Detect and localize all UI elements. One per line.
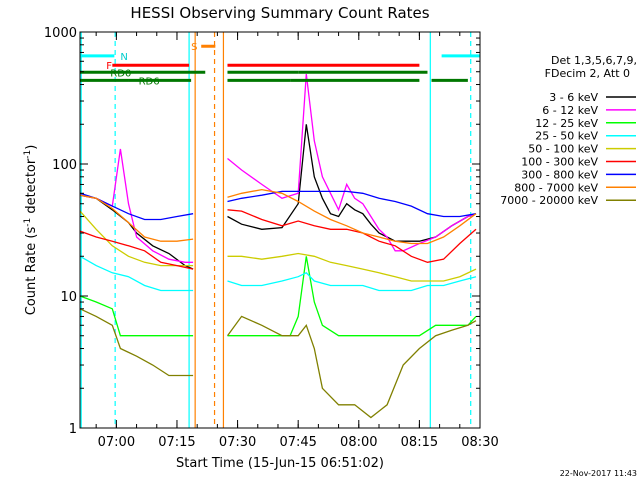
timestamp: 22-Nov-2017 11:43 [560,469,637,478]
x-tick-label-1: 07:15 [158,435,195,450]
series-line-9-seg-1 [79,308,194,377]
x-tick-label-3: 07:45 [279,435,316,450]
series-line-1-seg-2 [227,124,477,242]
series-line-6-seg-2 [227,209,477,263]
x-tick-label-2: 07:30 [219,435,256,450]
y-tick-label-1: 10 [60,290,77,305]
x-tick-label-4: 08:00 [340,435,377,450]
y-tick-label-2: 100 [52,158,77,173]
series-line-7-seg-2 [227,190,477,218]
flag-label-n: N [120,52,127,63]
legend-header-1: Det 1,3,5,6,7,9, [551,54,637,67]
plot-frame [79,31,481,429]
chart-title: HESSI Observing Summary Count Rates [130,4,429,22]
y-axis-label: Count Rate (s-1 detector-1) [23,145,39,316]
x-tick-label-0: 07:00 [98,435,135,450]
y-tick-label-3: 1000 [44,26,77,41]
legend-label-4: 25 - 50 keV [535,130,598,143]
legend-label-1: 3 - 6 keV [549,91,598,104]
x-axis: 07:00 07:15 07:30 07:45 08:00 08:15 08:30 [95,32,499,450]
flag-label-s: S [191,42,197,53]
x-axis-label: Start Time (15-Jun-15 06:51:02) [176,456,384,471]
x-tick-label-6: 08:30 [461,435,498,450]
legend: Det 1,3,5,6,7,9, FDecim 2, Att 0 3 - 6 k… [500,54,637,207]
series-line-4-seg-2 [227,272,477,292]
flag-label-rd0: RD0 [110,68,131,79]
legend-label-7: 300 - 800 keV [521,168,598,181]
series-line-8-seg-1 [79,194,194,242]
legend-label-5: 50 - 100 keV [528,143,598,156]
y-axis-label-mid: detector [24,158,39,218]
series-line-6-seg-1 [79,230,194,270]
series-line-4-seg-1 [79,255,194,292]
legend-label-9: 7000 - 20000 keV [500,194,598,207]
legend-label-6: 100 - 300 keV [521,156,598,169]
series-line-3-seg-1 [79,295,194,337]
series-line-9-seg-2 [226,315,477,419]
x-tick-label-5: 08:15 [401,435,438,450]
flag-label-rd6: RD6 [139,76,160,87]
plot-area: NF S RD0 RD6 [79,32,480,428]
legend-label-2: 6 - 12 keV [542,104,598,117]
y-axis: 1 10 100 1000 [44,26,480,437]
legend-label-8: 800 - 7000 keV [514,181,598,194]
series-line-5-seg-2 [227,252,477,282]
y-axis-label-main: Count Rate (s [24,227,39,316]
series-line-8-seg-2 [227,188,477,245]
y-axis-label-sup: -1 [23,218,33,227]
series-line-2-seg-2 [227,74,477,252]
y-axis-label-end: ) [24,145,39,150]
legend-header-2: FDecim 2, Att 0 [545,67,630,80]
y-axis-label-sup2: -1 [23,150,33,159]
series-line-3-seg-2 [227,256,477,337]
legend-label-3: 12 - 25 keV [535,117,598,130]
flag-label-f: F [106,61,112,72]
y-tick-label-0: 1 [69,422,77,437]
